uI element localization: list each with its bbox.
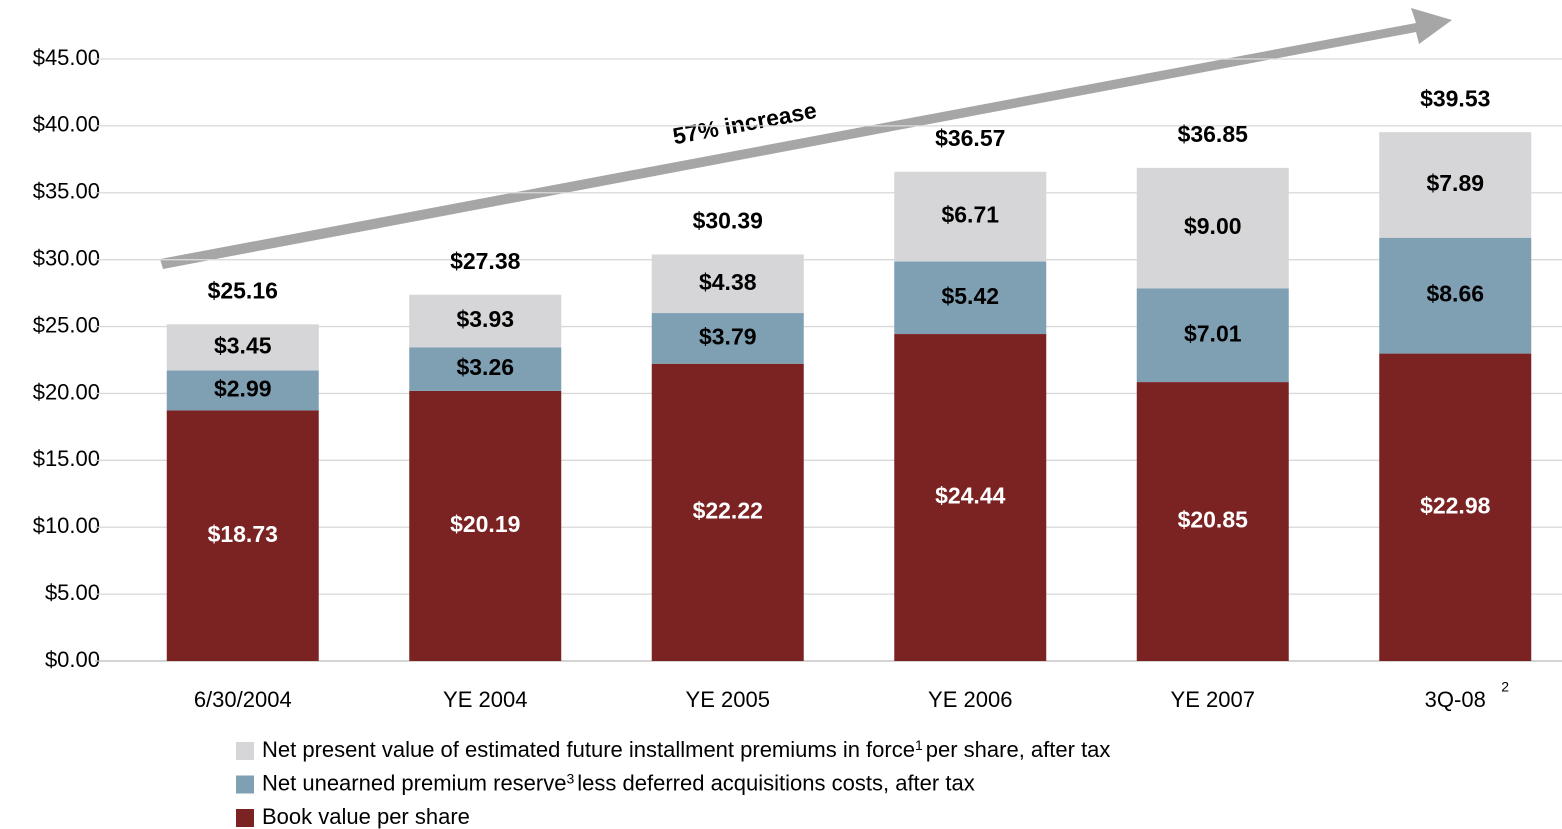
legend-name-end: per share, after tax <box>926 737 1111 762</box>
legend-label: Net present value of estimated future in… <box>262 737 1110 762</box>
total-label: $36.57 <box>935 125 1005 151</box>
bar-segment <box>409 390 562 661</box>
y-tick-label: $20.00 <box>33 379 100 404</box>
value-label: $7.01 <box>1184 320 1242 346</box>
bar-segment <box>166 410 319 661</box>
value-label: $8.66 <box>1426 281 1484 307</box>
total-label: $25.16 <box>208 277 278 303</box>
y-tick-label: $5.00 <box>45 580 100 605</box>
legend-label: Book value per share <box>262 804 470 829</box>
value-label: $24.44 <box>935 483 1006 509</box>
value-label: $22.22 <box>693 497 763 523</box>
legend-name: Net unearned premium reserve <box>262 770 566 795</box>
bar-segment <box>166 324 319 371</box>
bar-segment <box>1136 382 1289 661</box>
legend-label: Net unearned premium reserve3 less deferr… <box>262 770 975 795</box>
value-label: $6.71 <box>941 202 999 228</box>
legend-name-end: less deferred acquisitions costs, after … <box>577 770 974 795</box>
value-label: $3.26 <box>456 354 514 380</box>
x-tick-label: 6/30/2004 <box>194 687 292 712</box>
legend-name: Book value per share <box>262 804 470 829</box>
total-label: $27.38 <box>450 248 521 274</box>
bar-segment <box>166 370 319 411</box>
bar-segment <box>1136 167 1289 289</box>
x-tick-label: YE 2007 <box>1171 687 1255 712</box>
x-tick-label: YE 2004 <box>443 687 527 712</box>
bar-segment <box>651 313 804 364</box>
total-label: $36.85 <box>1178 121 1249 147</box>
legend-swatch <box>236 742 254 760</box>
x-tick-footnote: 2 <box>1501 679 1509 695</box>
value-label: $2.99 <box>214 376 272 402</box>
y-tick-label: $15.00 <box>33 446 100 471</box>
bar-segment <box>894 334 1047 661</box>
x-tick-label: YE 2006 <box>928 687 1012 712</box>
value-label: $5.42 <box>941 283 999 309</box>
y-tick-label: $0.00 <box>45 647 100 672</box>
y-tick-label: $40.00 <box>33 112 100 137</box>
bar-segment <box>409 347 562 391</box>
bar-segment <box>409 294 562 348</box>
y-tick-label: $45.00 <box>33 45 100 70</box>
legend-name: Net present value of estimated future in… <box>262 737 915 762</box>
bar-segment <box>651 363 804 661</box>
bar-segment <box>1379 353 1532 661</box>
bar-segment <box>1379 237 1532 354</box>
total-label: $30.39 <box>693 208 763 234</box>
x-tick-label: 3Q-08 <box>1425 687 1486 712</box>
y-tick-label: $35.00 <box>33 179 100 204</box>
trend-arrow <box>160 8 1452 269</box>
value-label: $3.93 <box>456 306 514 332</box>
legend-swatch <box>236 809 254 827</box>
legend-swatch <box>236 775 254 794</box>
value-label: $22.98 <box>1420 492 1491 518</box>
x-tick-label: YE 2005 <box>686 687 770 712</box>
value-label: $9.00 <box>1184 213 1242 239</box>
bar-segment <box>1136 288 1289 383</box>
value-label: $4.38 <box>699 269 757 295</box>
value-label: $7.89 <box>1426 170 1484 196</box>
value-label: $3.79 <box>699 323 757 349</box>
legend-footnote: 1 <box>915 737 923 753</box>
total-label: $39.53 <box>1420 85 1490 111</box>
value-label: $20.19 <box>450 511 520 537</box>
value-label: $20.85 <box>1178 507 1249 533</box>
value-label: $18.73 <box>208 521 278 547</box>
bar-segment <box>1379 132 1532 238</box>
y-tick-label: $10.00 <box>33 513 100 538</box>
bar-segment <box>651 254 804 314</box>
y-tick-label: $30.00 <box>33 245 100 270</box>
y-tick-label: $25.00 <box>33 312 100 337</box>
bar-segment <box>894 261 1047 335</box>
bar-segment <box>894 171 1047 262</box>
legend-footnote: 3 <box>566 770 574 786</box>
value-label: $3.45 <box>214 332 272 358</box>
